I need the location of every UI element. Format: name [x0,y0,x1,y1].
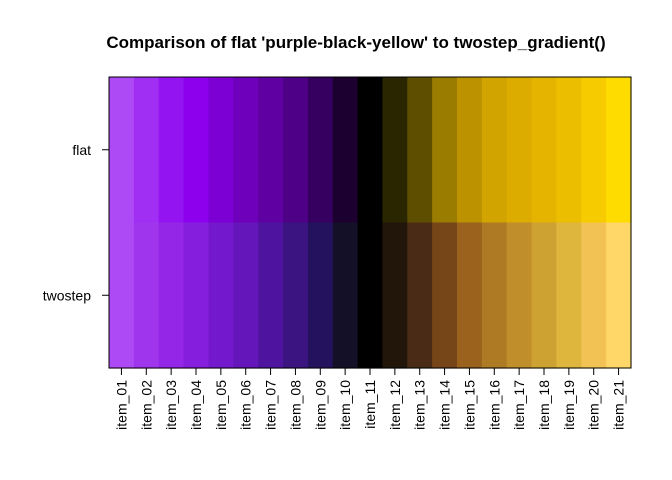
x-tick-label: item_19 [561,380,577,430]
heatmap-cell [158,77,185,224]
heatmap-cell [407,77,433,224]
heatmap-cell [332,77,359,224]
x-tick-label: item_16 [486,380,502,430]
x-tick-label: item_15 [461,380,477,430]
heatmap-cell [556,77,582,224]
heatmap-cell [457,222,483,369]
heatmap-cell [432,222,458,369]
x-tick-label: item_08 [287,380,303,430]
x-tick-label: item_04 [188,380,204,430]
heatmap-cell [258,77,284,224]
x-tick-label: item_10 [337,380,353,430]
y-tick-label: flat [72,142,91,158]
heatmap-cell [506,222,533,369]
x-tick-label: item_06 [238,380,254,430]
heatmap-cell [531,77,558,224]
heatmap-cell [481,77,508,224]
x-axis: item_01 item_02 item_03 item_04 item_05 item_… [113,368,627,430]
heatmap-cell [357,222,384,369]
heatmap-cell [283,222,309,369]
heatmap-cell [332,222,359,369]
heatmap-cell [208,222,234,369]
heatmap-cell [307,222,334,369]
heatmap-cell [407,222,433,369]
heatmap-cell [158,222,185,369]
heatmap-cell [481,222,508,369]
heatmap-cell [606,77,632,224]
heatmap-cell [109,222,135,369]
heatmap-cell [531,222,558,369]
x-tick-label: item_18 [536,380,552,430]
x-tick-label: item_20 [586,380,602,430]
x-tick-label: item_05 [213,380,229,430]
x-tick-label: item_21 [611,380,627,430]
x-tick-label: item_13 [412,380,428,430]
x-tick-label: item_14 [437,380,453,430]
heatmap-cell [581,77,607,224]
heatmap-cell [606,222,632,369]
heatmap-cell [382,222,408,369]
heatmap-cell [283,77,309,224]
heatmap-cell [307,77,334,224]
heatmap-cell [258,222,284,369]
heatmap-cell [233,77,259,224]
heatmap-cell [233,222,259,369]
x-tick-label: item_03 [163,380,179,430]
heatmap-cell [208,77,234,224]
x-tick-label: item_01 [113,380,129,430]
x-tick-label: item_17 [511,380,527,430]
y-axis: flat twostep [43,142,109,303]
heatmap-cell [109,77,135,224]
chart-title: Comparison of flat 'purple-black-yellow'… [106,33,605,52]
heatmap-cells [109,77,632,369]
heatmap-cell [581,222,607,369]
y-tick-label: twostep [43,287,91,303]
heatmap-cell [432,77,458,224]
heatmap-cell [382,77,408,224]
x-tick-label: item_11 [362,380,378,429]
heatmap-cell [183,77,210,224]
x-tick-label: item_09 [312,380,328,430]
heatmap-cell [457,77,483,224]
x-tick-label: item_12 [387,380,403,430]
heatmap-cell [183,222,210,369]
heatmap-cell [556,222,582,369]
heatmap-cell [506,77,533,224]
heatmap-cell [133,77,160,224]
x-tick-label: item_07 [263,380,279,430]
heatmap-cell [357,77,384,224]
heatmap-cell [133,222,160,369]
x-tick-label: item_02 [138,380,154,430]
